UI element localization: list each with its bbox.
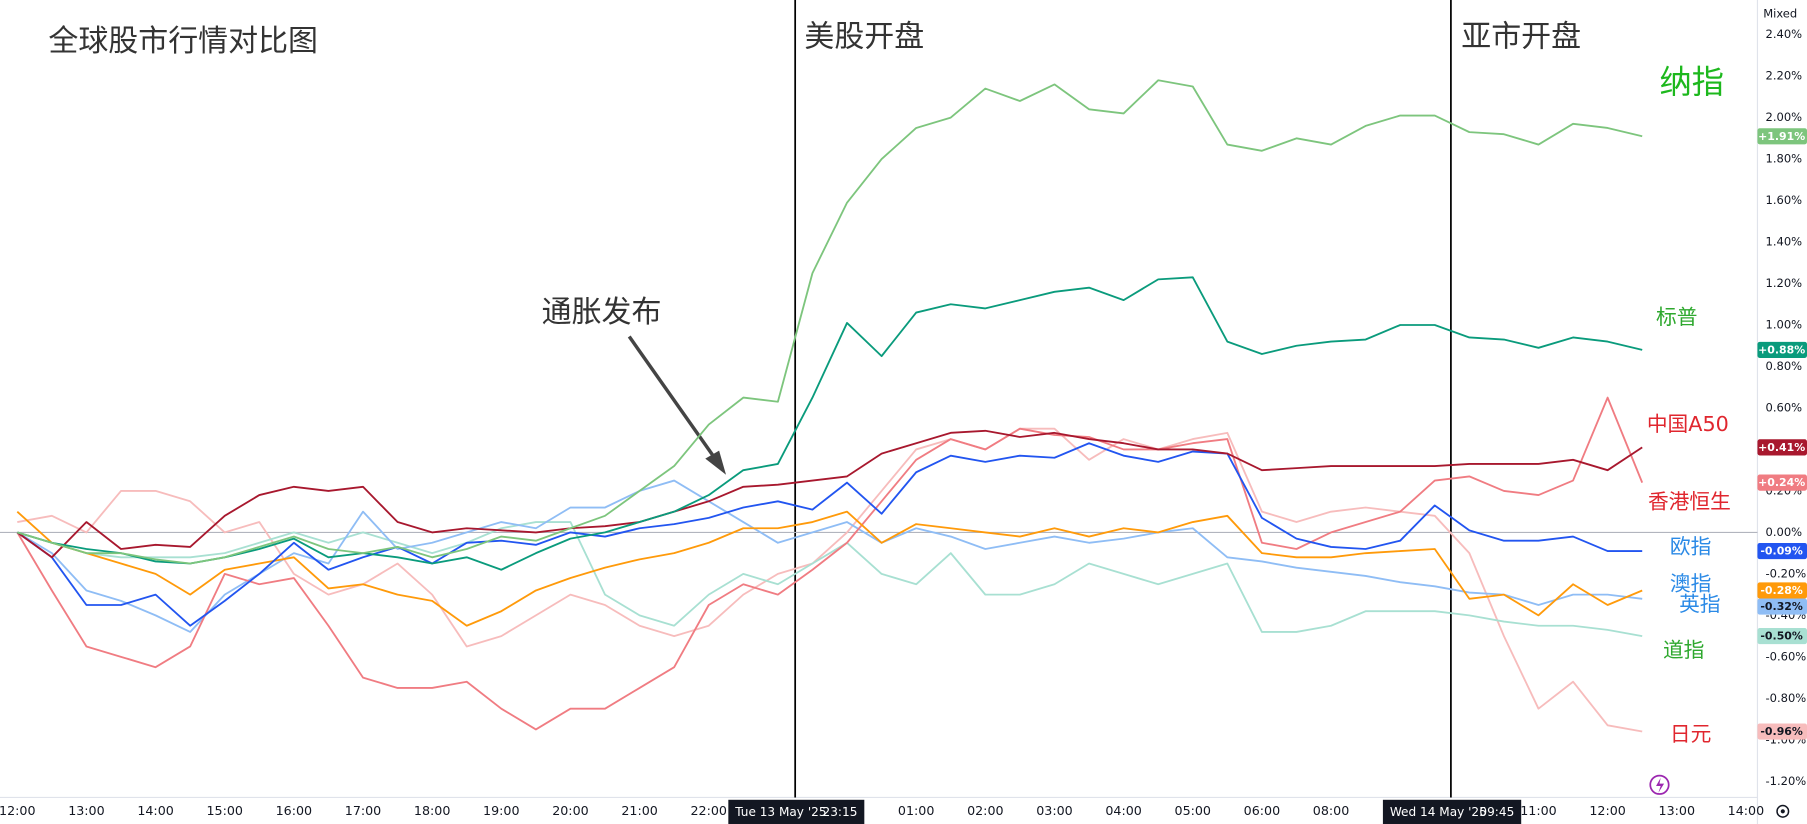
series-name-label: 标普 (1656, 305, 1697, 329)
x-tick-label: 16:00 (276, 803, 312, 818)
series-line (16, 396, 1644, 731)
price-badge-label: -0.50% (1760, 630, 1803, 643)
x-tick-label: 12:00 (1589, 803, 1625, 818)
series-line (16, 442, 1643, 627)
x-tick-label: 12:00 (0, 803, 36, 818)
settings-icon-center (1780, 809, 1785, 814)
y-tick-label: 1.60% (1766, 193, 1803, 207)
price-badge (1757, 543, 1807, 560)
x-tick-label: 04:00 (1105, 803, 1141, 818)
x-tick-label: 17:00 (345, 803, 381, 818)
events-icon-bolt (1656, 777, 1665, 793)
y-tick-label: 2.00% (1766, 110, 1803, 124)
series-line (17, 427, 1643, 733)
series-line (16, 510, 1643, 627)
y-tick-label: -0.60% (1766, 649, 1807, 663)
annotation: 美股开盘 (804, 20, 924, 55)
price-badge (1757, 628, 1807, 645)
price-badge-label: -0.28% (1760, 584, 1803, 597)
x-tick-label: 06:00 (1244, 803, 1280, 818)
y-tick-label: 2.20% (1766, 69, 1803, 83)
annotation: 通胀发布 (542, 295, 662, 330)
x-tick-label: 08:00 (1313, 803, 1349, 818)
price-badge (1757, 723, 1807, 740)
x-tick-label: 01:00 (898, 803, 934, 818)
price-badge-label: -0.96% (1760, 725, 1803, 738)
price-badge-label: +0.24% (1758, 476, 1805, 489)
series-name-label: 中国A50 (1647, 412, 1729, 436)
y-tick-label: 1.00% (1766, 318, 1803, 332)
y-tick-label: -1.20% (1766, 774, 1807, 788)
y-tick-label: -0.80% (1766, 691, 1807, 705)
crosshair-date: Tue 13 May '25 (734, 805, 826, 819)
chart-title: 全球股市行情对比图 (48, 24, 318, 59)
x-tick-label: 21:00 (621, 803, 657, 818)
series-line (16, 479, 1643, 633)
y-tick-label: -0.20% (1766, 566, 1807, 580)
series-name-label: 纳指 (1659, 63, 1724, 101)
y-tick-label: 2.40% (1766, 27, 1803, 41)
series-name-label: 香港恒生 (1648, 489, 1731, 513)
price-badge (1757, 474, 1807, 491)
price-badge (1757, 341, 1807, 358)
scale-mode[interactable]: Mixed (1763, 6, 1797, 20)
x-tick-label: 13:00 (1659, 803, 1695, 818)
x-tick-label: 14:00 (137, 803, 173, 818)
x-tick-label: 13:00 (68, 803, 104, 818)
annotation-arrow-head (705, 450, 727, 475)
price-badge-label: -0.32% (1760, 600, 1803, 613)
series-line (17, 276, 1643, 571)
x-tick-label: 03:00 (1036, 803, 1072, 818)
series-name-label: 英指 (1679, 592, 1720, 616)
crosshair-date: Wed 14 May '25 (1390, 805, 1487, 819)
x-tick-label: 11:00 (1520, 803, 1556, 818)
x-tick-label: 15:00 (206, 803, 242, 818)
price-badge-label: +0.41% (1758, 441, 1805, 454)
series-name-label: 道指 (1663, 638, 1704, 662)
annotation-arrow (627, 335, 719, 462)
series-line (17, 79, 1643, 565)
x-tick-label: 22:00 (690, 803, 726, 818)
x-tick-label: 05:00 (1175, 803, 1211, 818)
series-line (16, 429, 1643, 559)
events-icon[interactable] (1649, 774, 1670, 795)
series-name-label: 欧指 (1670, 534, 1711, 558)
x-tick-label: 18:00 (414, 803, 450, 818)
crosshair-time: 23:15 (823, 805, 858, 819)
series-name-label: 日元 (1670, 722, 1711, 746)
x-tick-label: 20:00 (552, 803, 588, 818)
price-badge (1757, 582, 1807, 599)
y-tick-label: 0.80% (1766, 359, 1803, 373)
price-badge (1757, 439, 1807, 456)
crosshair-time: 09:45 (1479, 805, 1514, 819)
price-badge (1757, 128, 1807, 145)
y-tick-label: 0.60% (1766, 400, 1803, 414)
y-tick-label: 1.40% (1766, 235, 1803, 249)
x-tick-label: 14:00 (1728, 803, 1764, 818)
annotation: 亚市开盘 (1461, 20, 1581, 55)
settings-icon[interactable] (1776, 804, 1790, 818)
x-tick-label: 19:00 (483, 803, 519, 818)
x-tick-label: 02:00 (967, 803, 1003, 818)
price-badge (1757, 598, 1807, 615)
series-line (17, 521, 1643, 638)
price-badge-label: -0.09% (1760, 545, 1803, 558)
crosshair-label-box (728, 799, 865, 824)
y-tick-label: 1.20% (1766, 276, 1803, 290)
crosshair-label-box (1382, 799, 1522, 824)
y-tick-label: 0.00% (1766, 525, 1803, 539)
price-badge-label: +0.88% (1758, 343, 1805, 356)
series-name-label: 澳指 (1670, 571, 1711, 595)
price-badge-label: +1.91% (1758, 130, 1805, 143)
y-tick-label: 1.80% (1766, 152, 1803, 166)
